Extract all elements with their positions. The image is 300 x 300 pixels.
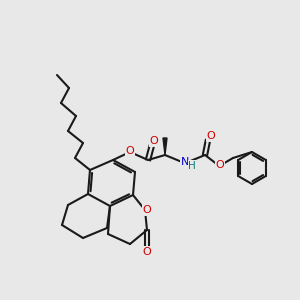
Text: O: O: [142, 247, 152, 257]
Text: O: O: [207, 131, 215, 141]
Polygon shape: [163, 138, 167, 155]
Text: O: O: [150, 136, 158, 146]
Text: O: O: [216, 160, 224, 170]
Text: O: O: [142, 205, 152, 215]
Text: H: H: [188, 161, 196, 171]
Text: O: O: [126, 146, 134, 156]
Text: N: N: [181, 157, 189, 167]
